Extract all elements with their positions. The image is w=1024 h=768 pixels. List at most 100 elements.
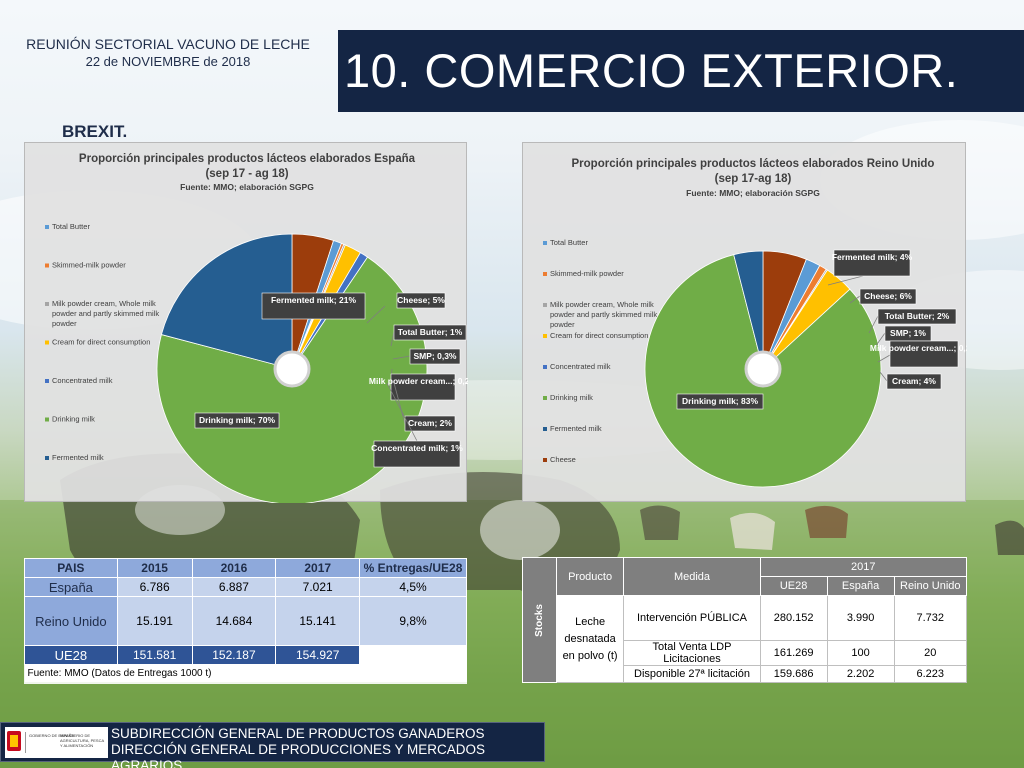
legend-label: Total Butter bbox=[550, 238, 588, 247]
chart-source: Fuente: MMO; elaboración SGPG bbox=[180, 182, 314, 192]
footer-text: SUBDIRECCIÓN GENERAL DE PRODUCTOS GANADE… bbox=[111, 726, 544, 768]
stocks-table-container: Stocks Producto Medida 2017 UE28 España … bbox=[522, 557, 968, 683]
legend-item-drinking-milk: Drinking milk bbox=[45, 415, 95, 424]
chart-subtitle: (sep 17-ag 18) bbox=[715, 173, 792, 185]
chart-source: Fuente: MMO; elaboración SGPG bbox=[686, 188, 820, 198]
legend-item-concentrated-milk: Concentrated milk bbox=[543, 362, 611, 371]
column-header: Reino Unido bbox=[893, 576, 968, 596]
legend-label: Cream for direct consumption bbox=[550, 331, 648, 340]
table-cell: 20 bbox=[893, 640, 968, 666]
column-header: 2016 bbox=[191, 558, 277, 578]
column-header: % Entregas/UE28 bbox=[359, 558, 467, 578]
coat-of-arms-icon: GOBIERNO DE ESPAÑA MINISTERIO DE AGRICUL… bbox=[7, 731, 104, 753]
table-subheader-row: UE28 España Reino Unido bbox=[523, 576, 968, 596]
deliveries-table: PAIS 2015 2016 2017 % Entregas/UE28 Espa… bbox=[24, 558, 467, 682]
stocks-group-label: Stocks bbox=[522, 557, 557, 683]
table-cell: 100 bbox=[826, 640, 895, 666]
legend-label: powder and partly skimmed milk bbox=[550, 310, 657, 319]
legend-item-drinking-milk: Drinking milk bbox=[543, 393, 593, 402]
table-cell: 15.141 bbox=[275, 596, 361, 646]
legend-item-total-butter: Total Butter bbox=[45, 222, 90, 231]
table-row: Reino Unido 15.191 14.684 15.141 9,8% bbox=[24, 596, 467, 646]
logo-text: GOBIERNO DE ESPAÑA bbox=[29, 733, 75, 738]
legend-item-total-butter: Total Butter bbox=[543, 238, 588, 247]
column-header: España bbox=[826, 576, 895, 596]
data-label: Fermented milk; 21% bbox=[261, 292, 366, 320]
deliveries-table-container: PAIS 2015 2016 2017 % Entregas/UE28 Espa… bbox=[24, 558, 467, 684]
label-leader-line bbox=[366, 305, 386, 324]
chart-subtitle: (sep 17 - ag 18) bbox=[205, 168, 288, 180]
legend-swatch bbox=[45, 340, 49, 345]
data-label-text: Milk powder cream...; 0,2% bbox=[870, 343, 967, 353]
legend-label: Drinking milk bbox=[52, 415, 95, 424]
data-label-text: Drinking milk; 70% bbox=[199, 415, 275, 425]
data-label-text: Total Butter; 2% bbox=[885, 311, 950, 321]
pie-chart-uk: Proporción principales productos lácteos… bbox=[543, 158, 967, 488]
legend-item-skimmed-milk-powder: Skimmed-milk powder bbox=[543, 269, 624, 278]
data-label: Concentrated milk; 1% bbox=[371, 440, 463, 468]
legend-swatch bbox=[543, 458, 547, 462]
row-label: UE28 bbox=[24, 645, 118, 665]
table-cell: 152.187 bbox=[191, 645, 277, 665]
legend-item-cream-for-direct-consumption: Cream for direct consumption bbox=[543, 331, 648, 340]
meeting-title: REUNIÓN SECTORIAL VACUNO DE LECHE bbox=[26, 36, 310, 52]
page-title: 10. COMERCIO EXTERIOR. bbox=[338, 30, 1024, 112]
table-cell: 151.581 bbox=[116, 645, 193, 665]
table-row: Leche desnatada en polvo (t) Intervenció… bbox=[523, 595, 968, 683]
table-header-row: Stocks Producto Medida 2017 bbox=[522, 557, 968, 683]
table-cell: 15.191 bbox=[116, 596, 193, 646]
legend-swatch bbox=[543, 427, 547, 431]
label-leader-line bbox=[386, 382, 418, 442]
legend-item-concentrated-milk: Concentrated milk bbox=[45, 376, 113, 385]
legend-swatch bbox=[45, 456, 49, 460]
data-label-text: Cream; 4% bbox=[892, 376, 936, 386]
legend-label: powder bbox=[550, 320, 575, 329]
row-label: España bbox=[24, 577, 118, 597]
data-label-text: SMP; 1% bbox=[890, 328, 926, 338]
column-header: UE28 bbox=[759, 576, 828, 596]
table-cell-empty bbox=[359, 645, 467, 665]
government-logo: GOBIERNO DE ESPAÑA MINISTERIO DE AGRICUL… bbox=[5, 727, 108, 758]
table-source: Fuente: MMO (Datos de Entregas 1000 t) bbox=[24, 664, 467, 682]
label-leader-line bbox=[879, 371, 888, 382]
legend-label: powder bbox=[52, 319, 77, 328]
chart-panel-uk: Proporción principales productos lácteos… bbox=[522, 142, 967, 502]
table-row: Disponible 27ª licitación 159.686 2.202 … bbox=[523, 665, 968, 683]
data-label-text: Drinking milk; 83% bbox=[682, 396, 758, 406]
table-cell: 3.990 bbox=[826, 595, 895, 641]
data-label-text: Total Butter; 1% bbox=[398, 327, 463, 337]
data-label: Drinking milk; 83% bbox=[676, 393, 764, 410]
footer-line-2: DIRECCIÓN GENERAL DE PRODUCCIONES Y MERC… bbox=[111, 742, 486, 768]
legend-swatch bbox=[543, 241, 547, 245]
legend-label: Drinking milk bbox=[550, 393, 593, 402]
data-label: Total Butter; 2% bbox=[877, 308, 957, 325]
table-source-row: Fuente: MMO (Datos de Entregas 1000 t) bbox=[24, 664, 467, 682]
section-heading: BREXIT. bbox=[62, 122, 128, 141]
table-cell: 161.269 bbox=[759, 640, 828, 666]
table-row: España 6.786 6.887 7.021 4,5% bbox=[24, 577, 467, 597]
data-label-text: Cream; 2% bbox=[408, 418, 452, 428]
column-header: PAIS bbox=[24, 558, 118, 578]
data-label: SMP; 1% bbox=[884, 325, 932, 342]
label-leader-line bbox=[827, 275, 864, 286]
legend-swatch bbox=[543, 303, 547, 307]
data-label: Drinking milk; 70% bbox=[194, 412, 280, 429]
legend-swatch bbox=[543, 334, 547, 338]
data-label: Milk powder cream...; 0,2% bbox=[369, 373, 468, 401]
label-leader-line bbox=[393, 382, 406, 425]
legend-label: Concentrated milk bbox=[550, 362, 611, 371]
legend-item-cheese: Cheese bbox=[543, 455, 576, 464]
table-cell: Disponible 27ª licitación bbox=[623, 665, 761, 683]
data-label: Milk powder cream...; 0,2% bbox=[870, 340, 967, 368]
table-cell: 9,8% bbox=[359, 596, 467, 646]
column-header: 2017 bbox=[275, 558, 361, 578]
meeting-date: 22 de NOVIEMBRE de 2018 bbox=[85, 54, 251, 69]
legend-label: Skimmed-milk powder bbox=[550, 269, 624, 278]
legend-label: Skimmed-milk powder bbox=[52, 261, 126, 270]
data-label-text: Concentrated milk; 1% bbox=[371, 443, 463, 453]
data-label: Cream; 2% bbox=[404, 415, 456, 432]
table-header-row: PAIS 2015 2016 2017 % Entregas/UE28 bbox=[24, 558, 467, 578]
table-cell: 159.686 bbox=[759, 665, 828, 683]
legend-item-cream-for-direct-consumption: Cream for direct consumption bbox=[45, 338, 150, 347]
